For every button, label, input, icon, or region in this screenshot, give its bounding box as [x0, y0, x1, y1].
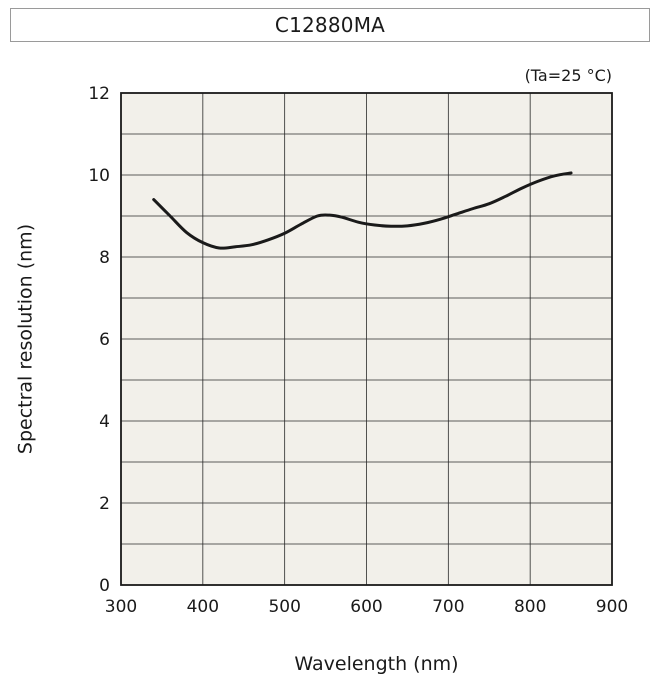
y-tick-label: 4	[99, 412, 110, 432]
y-tick-label: 6	[99, 330, 110, 350]
y-tick-label: 10	[88, 166, 110, 186]
chart-title: C12880MA	[10, 8, 650, 42]
x-tick-label: 800	[514, 597, 546, 617]
plot-frame	[120, 92, 613, 586]
y-tick-label: 8	[99, 248, 110, 268]
x-tick-label: 300	[105, 597, 137, 617]
y-axis-ticks: 0 2 4 6 8 10 12	[88, 84, 110, 596]
y-tick-label: 0	[99, 576, 110, 596]
series-line	[152, 171, 573, 250]
y-tick-label: 2	[99, 494, 110, 514]
x-tick-label: 500	[268, 597, 300, 617]
x-tick-label: 900	[596, 597, 628, 617]
x-axis-label: Wavelength (nm)	[294, 653, 458, 675]
x-tick-label: 700	[432, 597, 464, 617]
x-tick-label: 400	[187, 597, 219, 617]
temperature-note: (Ta=25 °C)	[525, 66, 612, 85]
y-axis-label: Spectral resolution (nm)	[15, 224, 37, 454]
y-tick-label: 12	[88, 84, 110, 104]
x-tick-label: 600	[350, 597, 382, 617]
x-axis-ticks: 300 400 500 600 700 800 900	[105, 597, 628, 617]
